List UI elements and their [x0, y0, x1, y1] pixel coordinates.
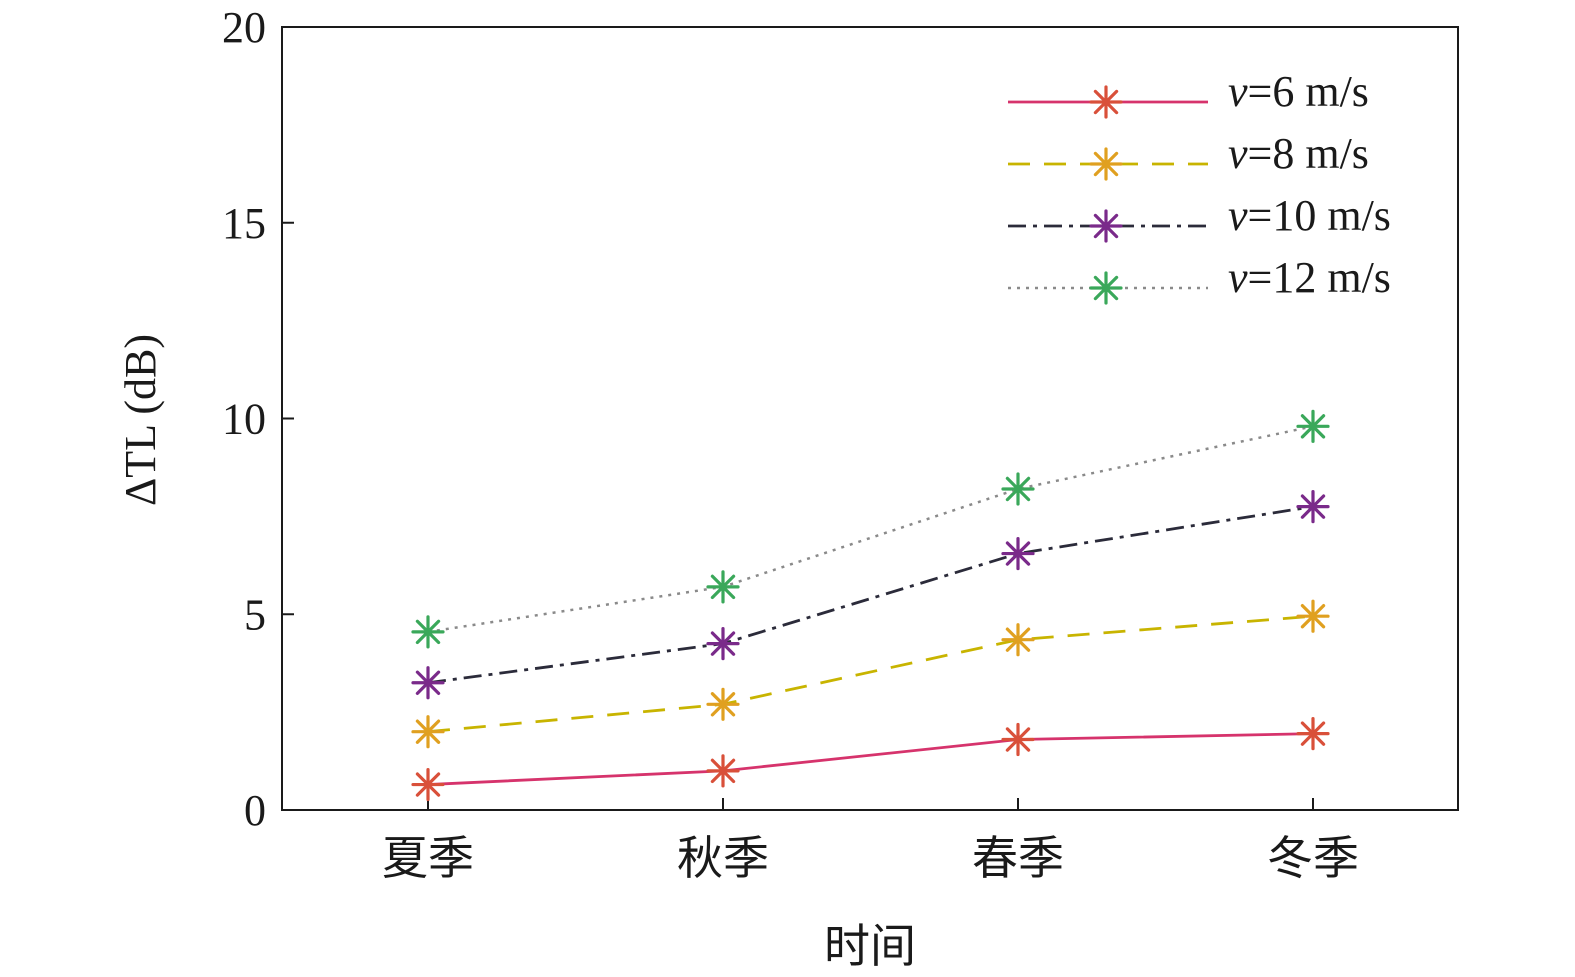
marker-stroke [710, 758, 736, 784]
marker-stroke [710, 574, 736, 600]
marker-stroke [1093, 89, 1119, 115]
legend-label-2: v=8 m/s [1228, 129, 1369, 178]
legend-label-1: v=6 m/s [1228, 67, 1369, 116]
y-axis-title: ΔTL (dB) [116, 334, 165, 506]
data-point-series-3 [1296, 489, 1330, 524]
series-line-1 [427, 732, 1314, 786]
legend-label-var: v [1228, 253, 1248, 302]
legend-marker-3 [1089, 209, 1123, 243]
x-tick-label: 春季 [972, 831, 1064, 885]
x-tick-label: 冬季 [1267, 831, 1359, 885]
marker-stroke [1005, 727, 1031, 752]
marker-stroke [1005, 476, 1031, 502]
legend-label-4: v=12 m/s [1228, 253, 1391, 302]
series-lines [427, 425, 1314, 786]
marker-stroke [1093, 151, 1119, 177]
series-markers [411, 409, 1330, 802]
marker-stroke [1300, 494, 1326, 519]
legend-label-3: v=10 m/s [1228, 191, 1391, 240]
y-tick-label: 5 [244, 590, 266, 639]
data-point-series-2 [411, 715, 445, 749]
legend-label-var: v [1228, 191, 1248, 240]
legend-label-var: v [1228, 129, 1248, 178]
marker-stroke [1300, 604, 1326, 629]
data-point-series-2 [1296, 599, 1330, 633]
legend-label-value: =8 m/s [1248, 129, 1369, 178]
x-axis-title: 时间 [824, 919, 916, 973]
data-point-series-3 [1001, 536, 1035, 571]
data-point-series-4 [411, 615, 445, 649]
series-line-2 [427, 614, 1314, 734]
marker-stroke [1005, 627, 1031, 652]
data-point-series-1 [411, 767, 445, 802]
marker-stroke [1093, 275, 1119, 301]
axes [281, 26, 1459, 811]
legend-label-value: =10 m/s [1248, 191, 1391, 240]
y-tick-label: 15 [222, 199, 266, 248]
marker-stroke [1005, 541, 1031, 566]
marker-stroke [415, 619, 441, 645]
data-point-series-1 [706, 754, 740, 788]
marker-stroke [710, 631, 736, 656]
data-point-series-4 [706, 570, 740, 604]
y-tick-label: 20 [222, 3, 266, 52]
marker-stroke [415, 670, 441, 695]
marker-stroke [1300, 414, 1326, 439]
data-point-series-3 [706, 627, 740, 661]
legend-marker-4 [1089, 271, 1123, 305]
legend-label-value: =12 m/s [1248, 253, 1391, 302]
x-tick-label: 夏季 [382, 831, 474, 885]
legend-label-value: =6 m/s [1248, 67, 1369, 116]
y-tick-label: 10 [222, 395, 266, 444]
data-point-series-2 [706, 687, 740, 721]
legend-label-var: v [1228, 67, 1248, 116]
marker-stroke [1093, 213, 1119, 239]
y-tick-label: 0 [244, 786, 266, 835]
legend: v=6 m/sv=8 m/sv=10 m/sv=12 m/s [1008, 67, 1391, 305]
data-point-series-4 [1296, 409, 1330, 443]
data-point-series-2 [1001, 623, 1035, 657]
data-point-series-4 [1001, 472, 1035, 506]
legend-marker-1 [1089, 85, 1123, 119]
marker-stroke [415, 719, 441, 744]
tick-labels: 0 5 10 15 20 夏季 秋季 春季 冬季 [222, 3, 1359, 885]
marker-stroke [415, 772, 441, 797]
data-point-series-1 [1001, 722, 1035, 757]
series-line-3 [427, 505, 1314, 685]
data-point-series-3 [411, 666, 445, 700]
legend-marker-2 [1089, 147, 1123, 181]
x-tick-label: 秋季 [677, 831, 769, 885]
marker-stroke [710, 692, 736, 717]
data-point-series-1 [1296, 717, 1330, 751]
marker-stroke [1300, 721, 1326, 746]
